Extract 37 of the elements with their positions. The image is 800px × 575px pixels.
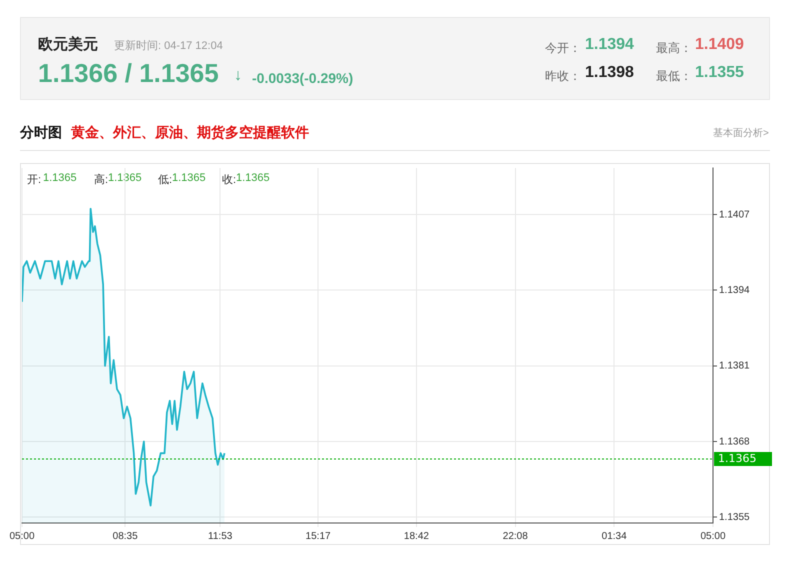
x-tick-label: 15:17	[306, 530, 332, 542]
annotation: 1.1365	[43, 172, 77, 184]
x-tick-label: 05:00	[700, 530, 726, 542]
x-tick-label: 22:08	[502, 530, 528, 542]
x-tick-label: 01:34	[602, 530, 628, 542]
text: 昨收：	[545, 68, 581, 85]
y-tick-label: 1.1407	[719, 209, 750, 220]
y-tick-label: 1.1381	[719, 360, 750, 372]
x-tick-label: 08:35	[112, 530, 138, 542]
annotation: 1.1365	[108, 172, 142, 184]
y-tick-label: 1.1394	[719, 284, 750, 296]
annotation: 1.1365	[236, 172, 270, 184]
text: 分时图	[20, 124, 62, 142]
text: 黄金、外汇、原油、期货多空提醒软件	[71, 124, 309, 142]
annotation: 收:	[222, 173, 236, 187]
x-tick-label: 11:53	[208, 530, 233, 542]
text: 最高：	[656, 40, 692, 57]
text: -0.0033(-0.29%)	[252, 70, 354, 86]
text: ↓	[234, 67, 242, 85]
annotation: 低:	[158, 173, 172, 187]
chart-subtitle: 更新时间: 04-17 12:04	[114, 38, 223, 53]
y-tick-label: 1.1355	[719, 512, 750, 523]
text: 基本面分析>	[713, 126, 769, 140]
annotation: 开:	[27, 173, 42, 187]
x-tick-label: 05:00	[9, 530, 35, 542]
text: 1.1398	[585, 64, 634, 82]
text: 最低：	[656, 68, 692, 85]
text: 1.1366 / 1.1365	[38, 58, 219, 89]
annotation: 高:	[94, 172, 108, 187]
text: 今开：	[545, 40, 581, 57]
y-tick-label: 1.1368	[719, 436, 750, 448]
x-tick-label: 18:42	[404, 530, 430, 542]
ref-line-label: 1.1365	[718, 452, 756, 465]
text: 1.1394	[585, 36, 634, 54]
text: 1.1409	[695, 36, 744, 54]
chart-title: 欧元美元	[38, 35, 98, 54]
annotation: 1.1365	[172, 172, 206, 184]
